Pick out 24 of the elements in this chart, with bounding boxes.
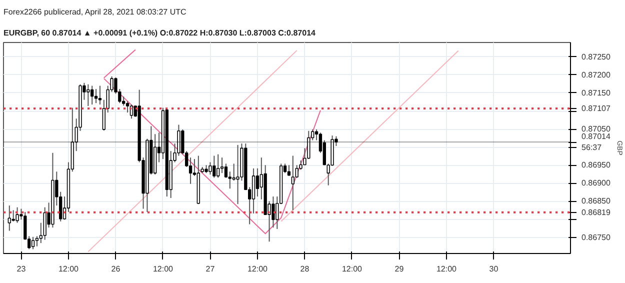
ref-line-label: 0.86819 (582, 208, 611, 217)
ref-line-label: 0.87014 56:37 (582, 132, 611, 152)
x-tick-label: 29 (394, 264, 404, 274)
y-tick-label: 0.87150 (582, 88, 611, 98)
x-tick-label: 27 (206, 264, 216, 274)
y-tick-label: 0.87050 (582, 124, 611, 134)
y-tick-label: 0.86950 (582, 160, 611, 170)
x-tick-label: 30 (489, 264, 499, 274)
y-tick-label: 0.87200 (582, 70, 611, 80)
y-tick-label: 0.86850 (582, 196, 611, 206)
x-tick-label: 26 (111, 264, 121, 274)
x-tick-label: 12:00 (436, 264, 458, 274)
y-tick-label: 0.86900 (582, 178, 611, 188)
chart-title: Forex2266 publicerad, April 28, 2021 08:03:27 UTC (4, 8, 187, 16)
chart-subtitle: EURGBP, 60 0.87014 ▲ +0.00091 (+0.1%) O:0.87022 H:0.87030 L:0.87003 C:0.87014 (4, 28, 316, 38)
x-tick-label: 12:00 (152, 264, 174, 274)
x-tick-label: 28 (300, 264, 310, 274)
x-tick-label: 12:00 (247, 264, 268, 274)
y-tick-label: 0.86750 (582, 232, 611, 242)
ref-line-label: 0.87107 (582, 104, 611, 114)
y-tick-label: 0.87250 (582, 52, 611, 62)
x-tick-label: 12:00 (58, 264, 80, 274)
x-tick-label: 12:00 (342, 264, 363, 274)
x-tick-label: 23 (16, 264, 26, 274)
